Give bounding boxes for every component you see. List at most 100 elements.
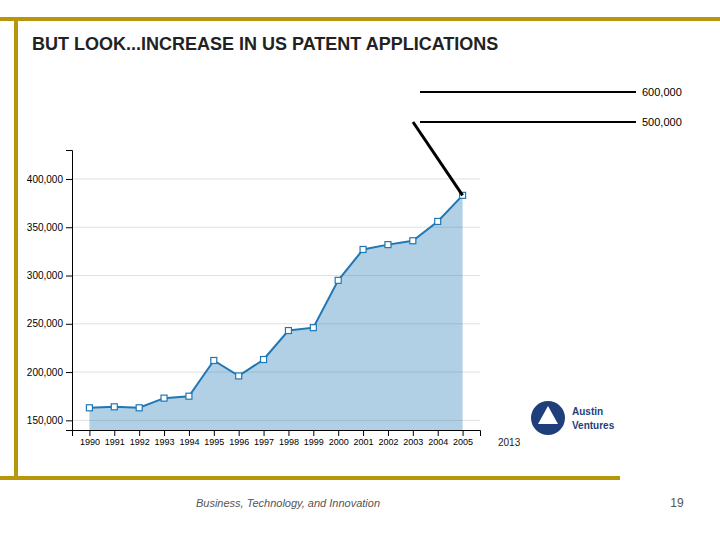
y-tick-mark [66,227,72,228]
area [89,195,462,430]
y-tick-mark [66,179,72,180]
chart: BUT LOOK...INCREASE IN US PATENT APPLICA… [0,0,720,540]
x-tick-mark [463,430,464,436]
logo-triangle [538,406,558,424]
grid-line [72,227,480,228]
y-tick-mark [66,324,72,325]
x-tick: 1997 [254,430,274,447]
y-tick-mark [66,372,72,373]
line [89,195,462,407]
x-tick: 1998 [279,430,299,447]
x-tick: 1992 [130,430,150,447]
y-tick-label: 250,000 [27,318,64,329]
x-tick-mark [239,430,240,436]
x-tick: 1994 [179,430,199,447]
x-tick-label: 1996 [229,437,249,447]
x-tick-mark [89,430,90,436]
marker [236,373,242,379]
x-tick-mark [214,430,215,436]
x-tick-label: 1994 [179,437,199,447]
y-tick: 400,000 [27,174,72,185]
x-tick-mark [288,430,289,436]
marker [136,405,142,411]
y-tick: 250,000 [27,318,72,329]
x-axis: 1990 1991 1992 1993 1994 1995 1996 1997 1998 1999… [73,430,481,447]
x-tick-label: 2005 [453,437,473,447]
x-tick-mark [313,430,314,436]
y-tick-mark [66,276,72,277]
x-tick-label: 2003 [403,437,423,447]
marker [360,246,366,252]
marker [211,357,217,363]
x-tick-label: 1991 [105,437,125,447]
y-axis-line [66,151,73,431]
x-tick-mark [413,430,414,436]
y-tick: 150,000 [27,415,72,426]
marker [161,395,167,401]
logo-text: Ventures [572,420,615,431]
x-tick: 1995 [204,430,224,447]
grid-line [72,178,480,179]
x-tick-mark [388,430,389,436]
x-tick-label: 1998 [279,437,299,447]
border-top [0,17,720,21]
x-axis-line [73,431,481,437]
marker [111,404,117,410]
x-tick-label: 1993 [155,437,175,447]
y-tick-label: 300,000 [27,270,64,281]
y-tick-label: 150,000 [27,415,64,426]
connector [413,122,463,195]
page-number: 19 [670,496,684,510]
x-tick: 1999 [304,430,324,447]
title: BUT LOOK...INCREASE IN US PATENT APPLICA… [32,34,498,54]
x-tick: 1996 [229,430,249,447]
x-tick: 2003 [403,430,423,447]
x-tick: 2005 [453,430,473,447]
x-tick-mark [189,430,190,436]
x-tick: 2000 [329,430,349,447]
footer: Business, Technology, and Innovation [196,497,380,509]
reference-line [420,121,636,123]
x-tick-label: 2004 [428,437,448,447]
x-tick: 2001 [354,430,374,447]
x-tick-mark [438,430,439,436]
y-tick-label: 350,000 [27,222,64,233]
y-tick-label: 200,000 [27,367,64,378]
x-tick: 1991 [105,430,125,447]
marker [310,325,316,331]
y-tick: 300,000 [27,270,72,281]
x-tick-label: 1997 [254,437,274,447]
x-tick-mark [363,430,364,436]
marks [86,192,465,430]
y-axis: 150,000 200,000 250,000 300,000 350,000 400,0… [27,151,73,431]
marker [435,218,441,224]
x-tick-label: 1999 [304,437,324,447]
border-bottom [0,476,620,480]
logo-circle [531,401,565,435]
reference-label: 500,000 [642,116,682,128]
y-tick-mark [66,420,72,421]
annotation: 2013 [498,437,521,448]
y-tick: 350,000 [27,222,72,233]
x-tick: 2002 [378,430,398,447]
marker [186,393,192,399]
x-tick-mark [338,430,339,436]
x-tick-mark [264,430,265,436]
x-tick: 1990 [80,430,100,447]
marker [86,405,92,411]
x-tick-label: 2001 [354,437,374,447]
marker [410,238,416,244]
marker [285,328,291,334]
x-tick-label: 1995 [204,437,224,447]
y-tick-label: 400,000 [27,174,64,185]
x-tick: 1993 [155,430,175,447]
x-tick-mark [164,430,165,436]
marker [385,242,391,248]
y-tick: 200,000 [27,367,72,378]
x-tick-label: 2000 [329,437,349,447]
marker [261,357,267,363]
x-tick-label: 1992 [130,437,150,447]
marker [335,277,341,283]
x-tick-label: 2002 [378,437,398,447]
x-tick: 2004 [428,430,448,447]
